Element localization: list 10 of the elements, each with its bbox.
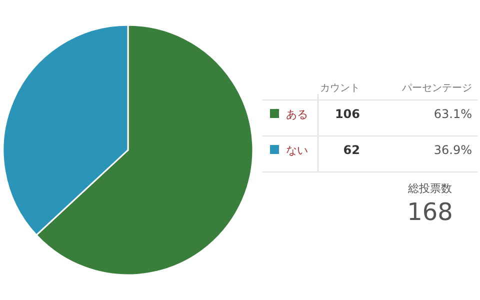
legend-label: ある	[286, 108, 308, 121]
data-label: 62	[343, 143, 360, 157]
data-label: 106	[334, 107, 360, 121]
text: 36.9%	[434, 143, 472, 157]
text: 63.1%	[434, 107, 472, 121]
text: カウント	[320, 83, 360, 94]
legend-label: ない	[286, 144, 308, 157]
text: 総投票数	[407, 182, 452, 195]
text: パーセンテージ	[401, 83, 472, 94]
text: 168	[407, 198, 453, 226]
